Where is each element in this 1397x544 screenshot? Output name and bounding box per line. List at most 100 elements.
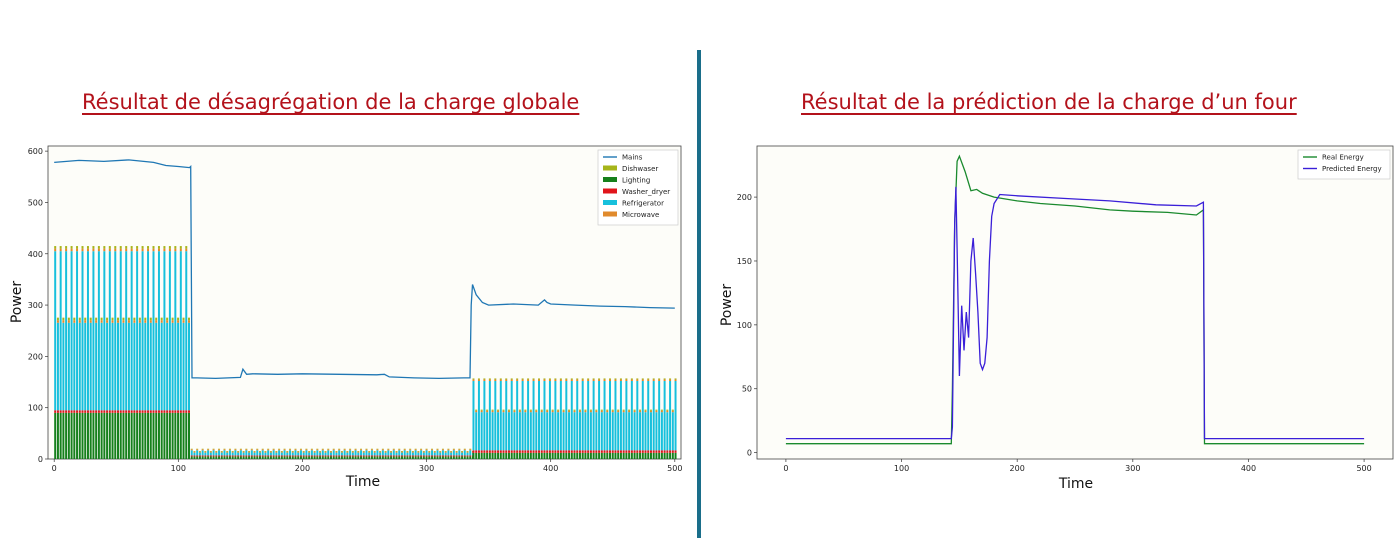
stack-bar-segment (340, 452, 343, 456)
stack-bar-segment (529, 409, 532, 411)
stack-bar-segment (231, 456, 234, 459)
stack-bar-segment (581, 379, 584, 382)
stack-bar-segment (581, 381, 584, 451)
stack-bar-segment (294, 456, 297, 459)
stack-bar-segment (395, 451, 398, 452)
stack-bar-segment (179, 410, 182, 413)
stack-bar-segment (392, 450, 395, 456)
stack-bar-segment (329, 455, 332, 457)
y-tick-label: 100 (28, 404, 43, 413)
stack-bar-segment (395, 451, 398, 453)
stack-bar-segment (280, 455, 283, 457)
stack-bar-segment (149, 412, 152, 459)
stack-bar-segment (136, 412, 139, 459)
stack-bar-segment (106, 412, 109, 459)
stack-bar-segment (403, 455, 406, 457)
stack-bar-segment (166, 322, 169, 411)
stack-bar-segment (147, 412, 150, 459)
stack-bar-segment (633, 410, 636, 413)
stack-bar-segment (149, 410, 152, 413)
stack-bar-segment (269, 455, 272, 457)
stack-bar-segment (204, 451, 207, 452)
stack-bar-segment (666, 410, 669, 413)
stack-bar-segment (73, 320, 76, 323)
stack-bar-segment (329, 456, 332, 459)
stack-bar-segment (95, 320, 98, 323)
stack-bar-segment (171, 410, 174, 413)
stack-bar-segment (469, 449, 472, 451)
stack-bar-segment (458, 455, 461, 457)
stack-bar-segment (259, 456, 261, 459)
stack-bar-segment (215, 456, 218, 459)
stack-bar-segment (669, 378, 672, 380)
stack-bar-segment (603, 381, 606, 451)
stack-bar-segment (346, 456, 349, 459)
stack-bar-segment (543, 378, 546, 380)
stack-bar-segment (324, 455, 327, 457)
stack-bar-segment (592, 378, 595, 380)
stack-bar-segment (636, 452, 639, 459)
x-tick-label: 500 (667, 464, 682, 473)
stack-bar-segment (455, 455, 458, 457)
stack-bar-segment (486, 412, 489, 451)
legend: Mains Dishwaser Lighting Washer_dryer Refrig… (597, 149, 679, 226)
stack-bar-segment (349, 450, 352, 456)
stack-bar-segment (313, 451, 316, 453)
stack-bar-segment (313, 452, 316, 456)
stack-bar-segment (395, 452, 398, 456)
stack-bar-segment (488, 378, 491, 380)
stack-bar-segment (630, 452, 633, 459)
stack-bar-segment (529, 412, 532, 451)
stack-bar-segment (502, 452, 505, 459)
stack-bar-segment (163, 251, 166, 411)
stack-bar-segment (660, 409, 663, 411)
stack-bar-segment (562, 409, 565, 411)
stack-bar-segment (420, 450, 423, 456)
stack-bar-segment (223, 450, 226, 456)
stack-bar-segment (518, 452, 521, 459)
stack-bar-segment (477, 379, 480, 382)
stack-bar-segment (614, 381, 617, 451)
stack-bar-segment (584, 452, 587, 459)
stack-bar-segment (119, 248, 122, 252)
stack-bar-segment (223, 448, 226, 450)
stack-bar-segment (587, 378, 590, 380)
stack-bar-segment (275, 456, 278, 459)
stack-bar-segment (417, 455, 420, 457)
stack-bar-segment (497, 450, 500, 453)
stack-bar-segment (630, 381, 633, 451)
stack-bar-segment (305, 456, 308, 459)
stack-bar-segment (376, 448, 379, 450)
stack-bar-segment (658, 381, 661, 451)
stack-bar-segment (431, 455, 434, 457)
stack-bar-segment (483, 450, 486, 453)
stack-bar-segment (346, 452, 349, 456)
stack-bar-segment (67, 320, 70, 323)
stack-bar-segment (370, 448, 373, 450)
stack-bar-segment (209, 452, 212, 456)
stack-bar-segment (513, 410, 516, 413)
stack-bar-segment (313, 456, 316, 459)
stack-bar-segment (529, 410, 532, 413)
stack-bar-segment (103, 251, 106, 411)
stack-bar-segment (59, 412, 62, 459)
stack-bar-segment (278, 449, 281, 451)
stack-bar-segment (589, 452, 592, 459)
stack-bar-segment (562, 410, 565, 413)
stack-bar-segment (488, 381, 491, 451)
stack-bar-segment (379, 452, 382, 456)
stack-bar-segment (95, 322, 98, 411)
stack-bar-segment (488, 379, 491, 382)
stack-bar-segment (310, 449, 313, 451)
stack-bar-segment (463, 456, 466, 459)
stack-bar-segment (551, 412, 554, 451)
stack-bar-segment (570, 379, 573, 382)
stack-bar-segment (234, 449, 237, 451)
stack-bar-segment (441, 456, 444, 459)
stack-bar-segment (422, 451, 425, 453)
stack-bar-segment (494, 452, 497, 459)
stack-bar-segment (639, 409, 642, 411)
stack-bar-segment (428, 456, 431, 459)
stack-bar-segment (185, 251, 188, 411)
stack-bar-segment (125, 246, 128, 249)
